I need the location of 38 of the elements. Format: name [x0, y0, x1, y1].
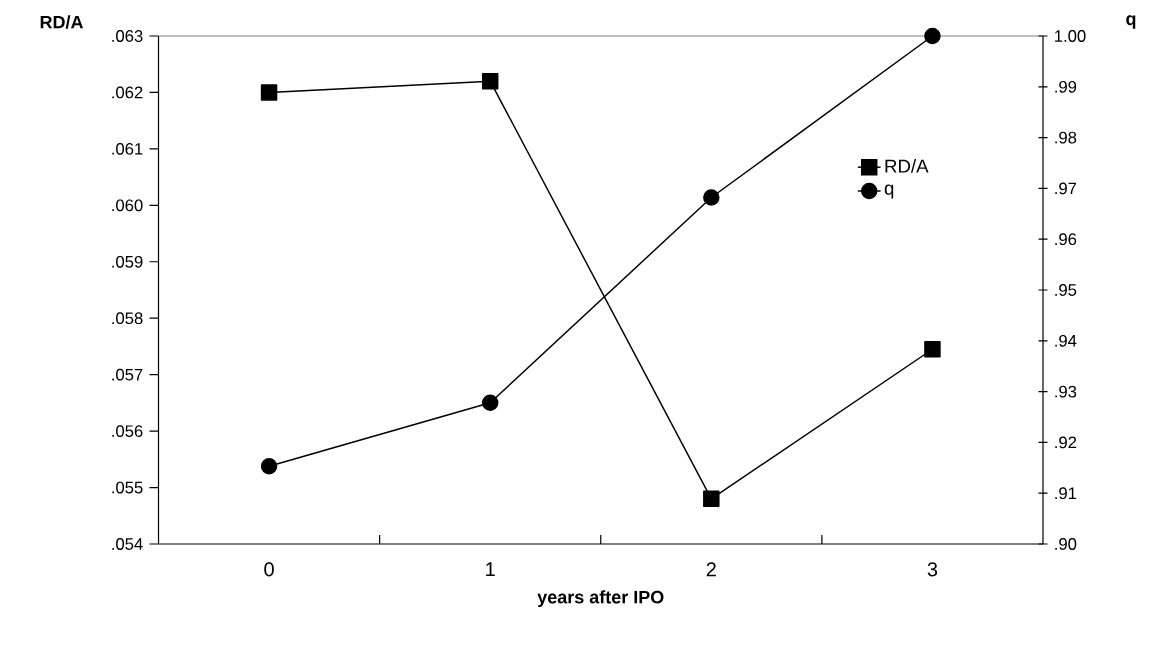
y2-tick-label: .93	[1055, 385, 1077, 398]
x-tick-label: 3	[927, 562, 938, 577]
y2-tick-label: .99	[1055, 80, 1077, 93]
point	[703, 189, 720, 206]
point	[703, 490, 720, 508]
y-tick-label: .059	[112, 255, 143, 268]
point	[481, 394, 499, 411]
y-axis-title: RD/A	[40, 15, 84, 29]
y2-tick-label: .92	[1055, 436, 1077, 449]
y2-tick-label: .91	[1055, 487, 1077, 500]
y-tick-label: .062	[112, 86, 143, 99]
x-tick-label: 0	[264, 562, 274, 577]
point	[260, 84, 278, 101]
y2-tick-label: .95	[1055, 284, 1077, 296]
y-tick-label: .063	[112, 30, 143, 42]
point	[924, 27, 941, 45]
y2-tick-label: .90	[1055, 538, 1077, 550]
point	[260, 458, 278, 475]
y2-tick-label: .98	[1055, 131, 1077, 144]
y-tick-label: .060	[112, 199, 143, 212]
y-tick-label: .055	[112, 481, 143, 494]
x-tick-label: 1	[486, 562, 495, 577]
y-tick-label: .058	[112, 312, 143, 325]
legend-label: RD/A	[885, 159, 929, 173]
y-tick-label: .056	[112, 425, 143, 437]
y2-tick-label: .96	[1055, 233, 1077, 246]
legend-label: q	[884, 184, 894, 199]
y2-tick-label: .94	[1055, 334, 1077, 347]
y2-tick-label: 1.00	[1055, 30, 1086, 42]
y2-tick-label: .97	[1055, 182, 1077, 195]
y-tick-label: .054	[112, 538, 143, 550]
point	[924, 341, 941, 358]
y-tick-label: .057	[112, 368, 143, 381]
y2-axis-title: q	[1126, 15, 1136, 29]
y-tick-label: .061	[112, 142, 143, 155]
x-axis-title: years after IPO	[537, 590, 664, 608]
point	[481, 72, 499, 90]
x-tick-label: 2	[706, 562, 716, 577]
